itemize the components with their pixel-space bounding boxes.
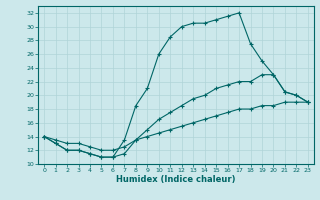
X-axis label: Humidex (Indice chaleur): Humidex (Indice chaleur) [116,175,236,184]
